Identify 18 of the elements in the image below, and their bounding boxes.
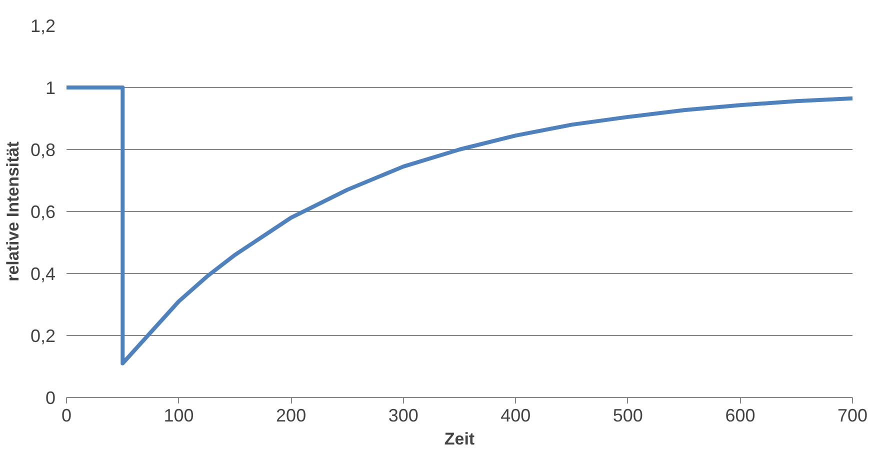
y-tick-label: 0,2 <box>30 326 56 346</box>
y-tick-label: 1 <box>45 78 56 98</box>
x-axis-title: Zeit <box>444 430 475 448</box>
x-tick-label: 300 <box>388 406 418 426</box>
x-tick-label: 500 <box>612 406 643 426</box>
y-tick-label: 0,6 <box>30 202 56 222</box>
line-series <box>66 86 852 366</box>
x-tick-label: 600 <box>725 406 756 426</box>
y-tick-label: 1,2 <box>30 16 56 36</box>
y-tick-label: 0,8 <box>30 140 56 160</box>
x-tick-label: 700 <box>837 406 868 426</box>
x-tick-label: 100 <box>164 406 194 426</box>
x-tick-label: 0 <box>61 406 72 426</box>
x-tick-label: 400 <box>500 406 531 426</box>
x-tick-label: 200 <box>276 406 306 426</box>
y-tick-label: 0 <box>45 388 56 408</box>
y-axis-title: relative Intensität <box>3 141 22 282</box>
y-tick-label: 0,4 <box>30 264 56 284</box>
